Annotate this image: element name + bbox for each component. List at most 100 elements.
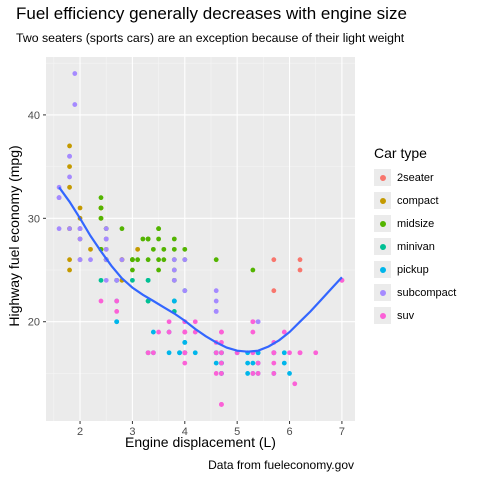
- legend-label: minivan: [397, 240, 435, 253]
- point-midsize: [119, 226, 125, 232]
- point-pickup: [177, 350, 182, 356]
- point-subcompact: [103, 277, 109, 283]
- x-tick-label: 6: [286, 426, 292, 438]
- axis-ticks: 2 3 4 5 6 7 20 30 40: [28, 110, 345, 438]
- point-midsize: [171, 246, 177, 252]
- point-subcompact: [77, 257, 83, 263]
- point-2seater: [297, 267, 303, 273]
- point-suv: [219, 371, 224, 376]
- point-suv: [182, 329, 188, 335]
- point-subcompact: [72, 102, 78, 107]
- legend-key: [374, 238, 391, 255]
- x-axis-label: Engine displacement (L): [125, 434, 276, 450]
- point-subcompact: [67, 226, 72, 232]
- point-subcompact: [67, 174, 72, 180]
- point-suv: [98, 298, 104, 304]
- point-subcompact: [213, 298, 219, 304]
- point-pickup: [245, 360, 251, 366]
- point-subcompact: [255, 319, 261, 325]
- x-tick-label: 2: [77, 426, 83, 438]
- legend-key: [374, 284, 391, 301]
- legend-item-suv: suv: [374, 304, 456, 327]
- legend-key: [374, 307, 391, 324]
- point-suv: [213, 350, 219, 356]
- point-suv: [156, 329, 162, 335]
- point-compact: [67, 164, 72, 170]
- point-2seater: [271, 257, 277, 263]
- point-subcompact: [171, 257, 177, 263]
- point-subcompact: [67, 153, 72, 159]
- x-tick-label: 3: [129, 426, 135, 438]
- legend-item-minivan: minivan: [374, 235, 456, 258]
- point-suv: [271, 360, 277, 366]
- point-minivan: [145, 277, 151, 283]
- point-midsize: [130, 267, 135, 273]
- point-suv: [271, 350, 277, 356]
- point-midsize: [161, 257, 167, 263]
- point-suv: [297, 350, 303, 356]
- point-pickup: [287, 371, 292, 376]
- point-subcompact: [171, 267, 177, 273]
- point-pickup: [250, 360, 256, 366]
- point-subcompact: [182, 257, 188, 263]
- smooth-line: [58, 186, 343, 353]
- point-pickup: [213, 360, 219, 366]
- point-subcompact: [77, 226, 83, 232]
- point-suv: [114, 308, 120, 314]
- point-minivan: [98, 277, 104, 283]
- point-suv: [271, 371, 277, 376]
- point-midsize: [150, 246, 156, 252]
- point-midsize: [98, 205, 104, 211]
- chart-caption: Data from fueleconomy.gov: [208, 458, 354, 472]
- point-midsize: [156, 257, 162, 263]
- point-subcompact: [72, 71, 78, 76]
- legend-items: 2seater compact midsize minivan pickup subcom…: [374, 166, 456, 327]
- point-suv: [166, 329, 172, 335]
- point-suv: [219, 329, 224, 335]
- point-compact: [67, 257, 72, 263]
- legend-dot: [379, 220, 386, 227]
- point-pickup: [166, 350, 172, 356]
- point-subcompact: [103, 246, 109, 252]
- point-suv: [219, 350, 224, 356]
- point-compact: [135, 246, 141, 252]
- point-midsize: [145, 257, 151, 263]
- point-subcompact: [213, 308, 219, 314]
- y-axis-label: Highway fuel economy (mpg): [6, 145, 22, 327]
- point-midsize: [98, 215, 104, 221]
- point-suv: [145, 350, 151, 356]
- point-midsize: [161, 246, 167, 252]
- point-suv: [114, 298, 120, 304]
- legend-item-subcompact: subcompact: [374, 281, 456, 304]
- legend-item-midsize: midsize: [374, 212, 456, 235]
- legend-key: [374, 169, 391, 186]
- point-2seater: [297, 257, 303, 263]
- point-midsize: [213, 257, 219, 263]
- point-suv: [182, 350, 188, 356]
- legend-item-pickup: pickup: [374, 258, 456, 281]
- point-suv: [292, 381, 298, 387]
- legend-dot: [379, 266, 386, 273]
- point-suv: [150, 350, 156, 356]
- point-midsize: [182, 246, 188, 252]
- legend-dot: [379, 197, 386, 204]
- point-midsize: [156, 226, 162, 232]
- point-pickup: [171, 298, 177, 304]
- legend-key: [374, 215, 391, 232]
- legend-item-compact: compact: [374, 189, 456, 212]
- point-suv: [192, 319, 198, 325]
- point-midsize: [145, 236, 151, 242]
- point-subcompact: [77, 236, 83, 242]
- chart-title: Fuel efficiency generally decreases with…: [16, 4, 407, 23]
- y-tick-label: 40: [28, 110, 40, 122]
- point-compact: [67, 143, 72, 149]
- x-tick-label: 4: [182, 426, 188, 438]
- point-suv: [313, 350, 319, 356]
- point-suv: [281, 329, 287, 335]
- point-pickup: [281, 350, 287, 356]
- legend-dot: [379, 174, 386, 181]
- point-suv: [219, 360, 224, 366]
- point-suv: [213, 371, 219, 376]
- point-minivan: [130, 277, 135, 283]
